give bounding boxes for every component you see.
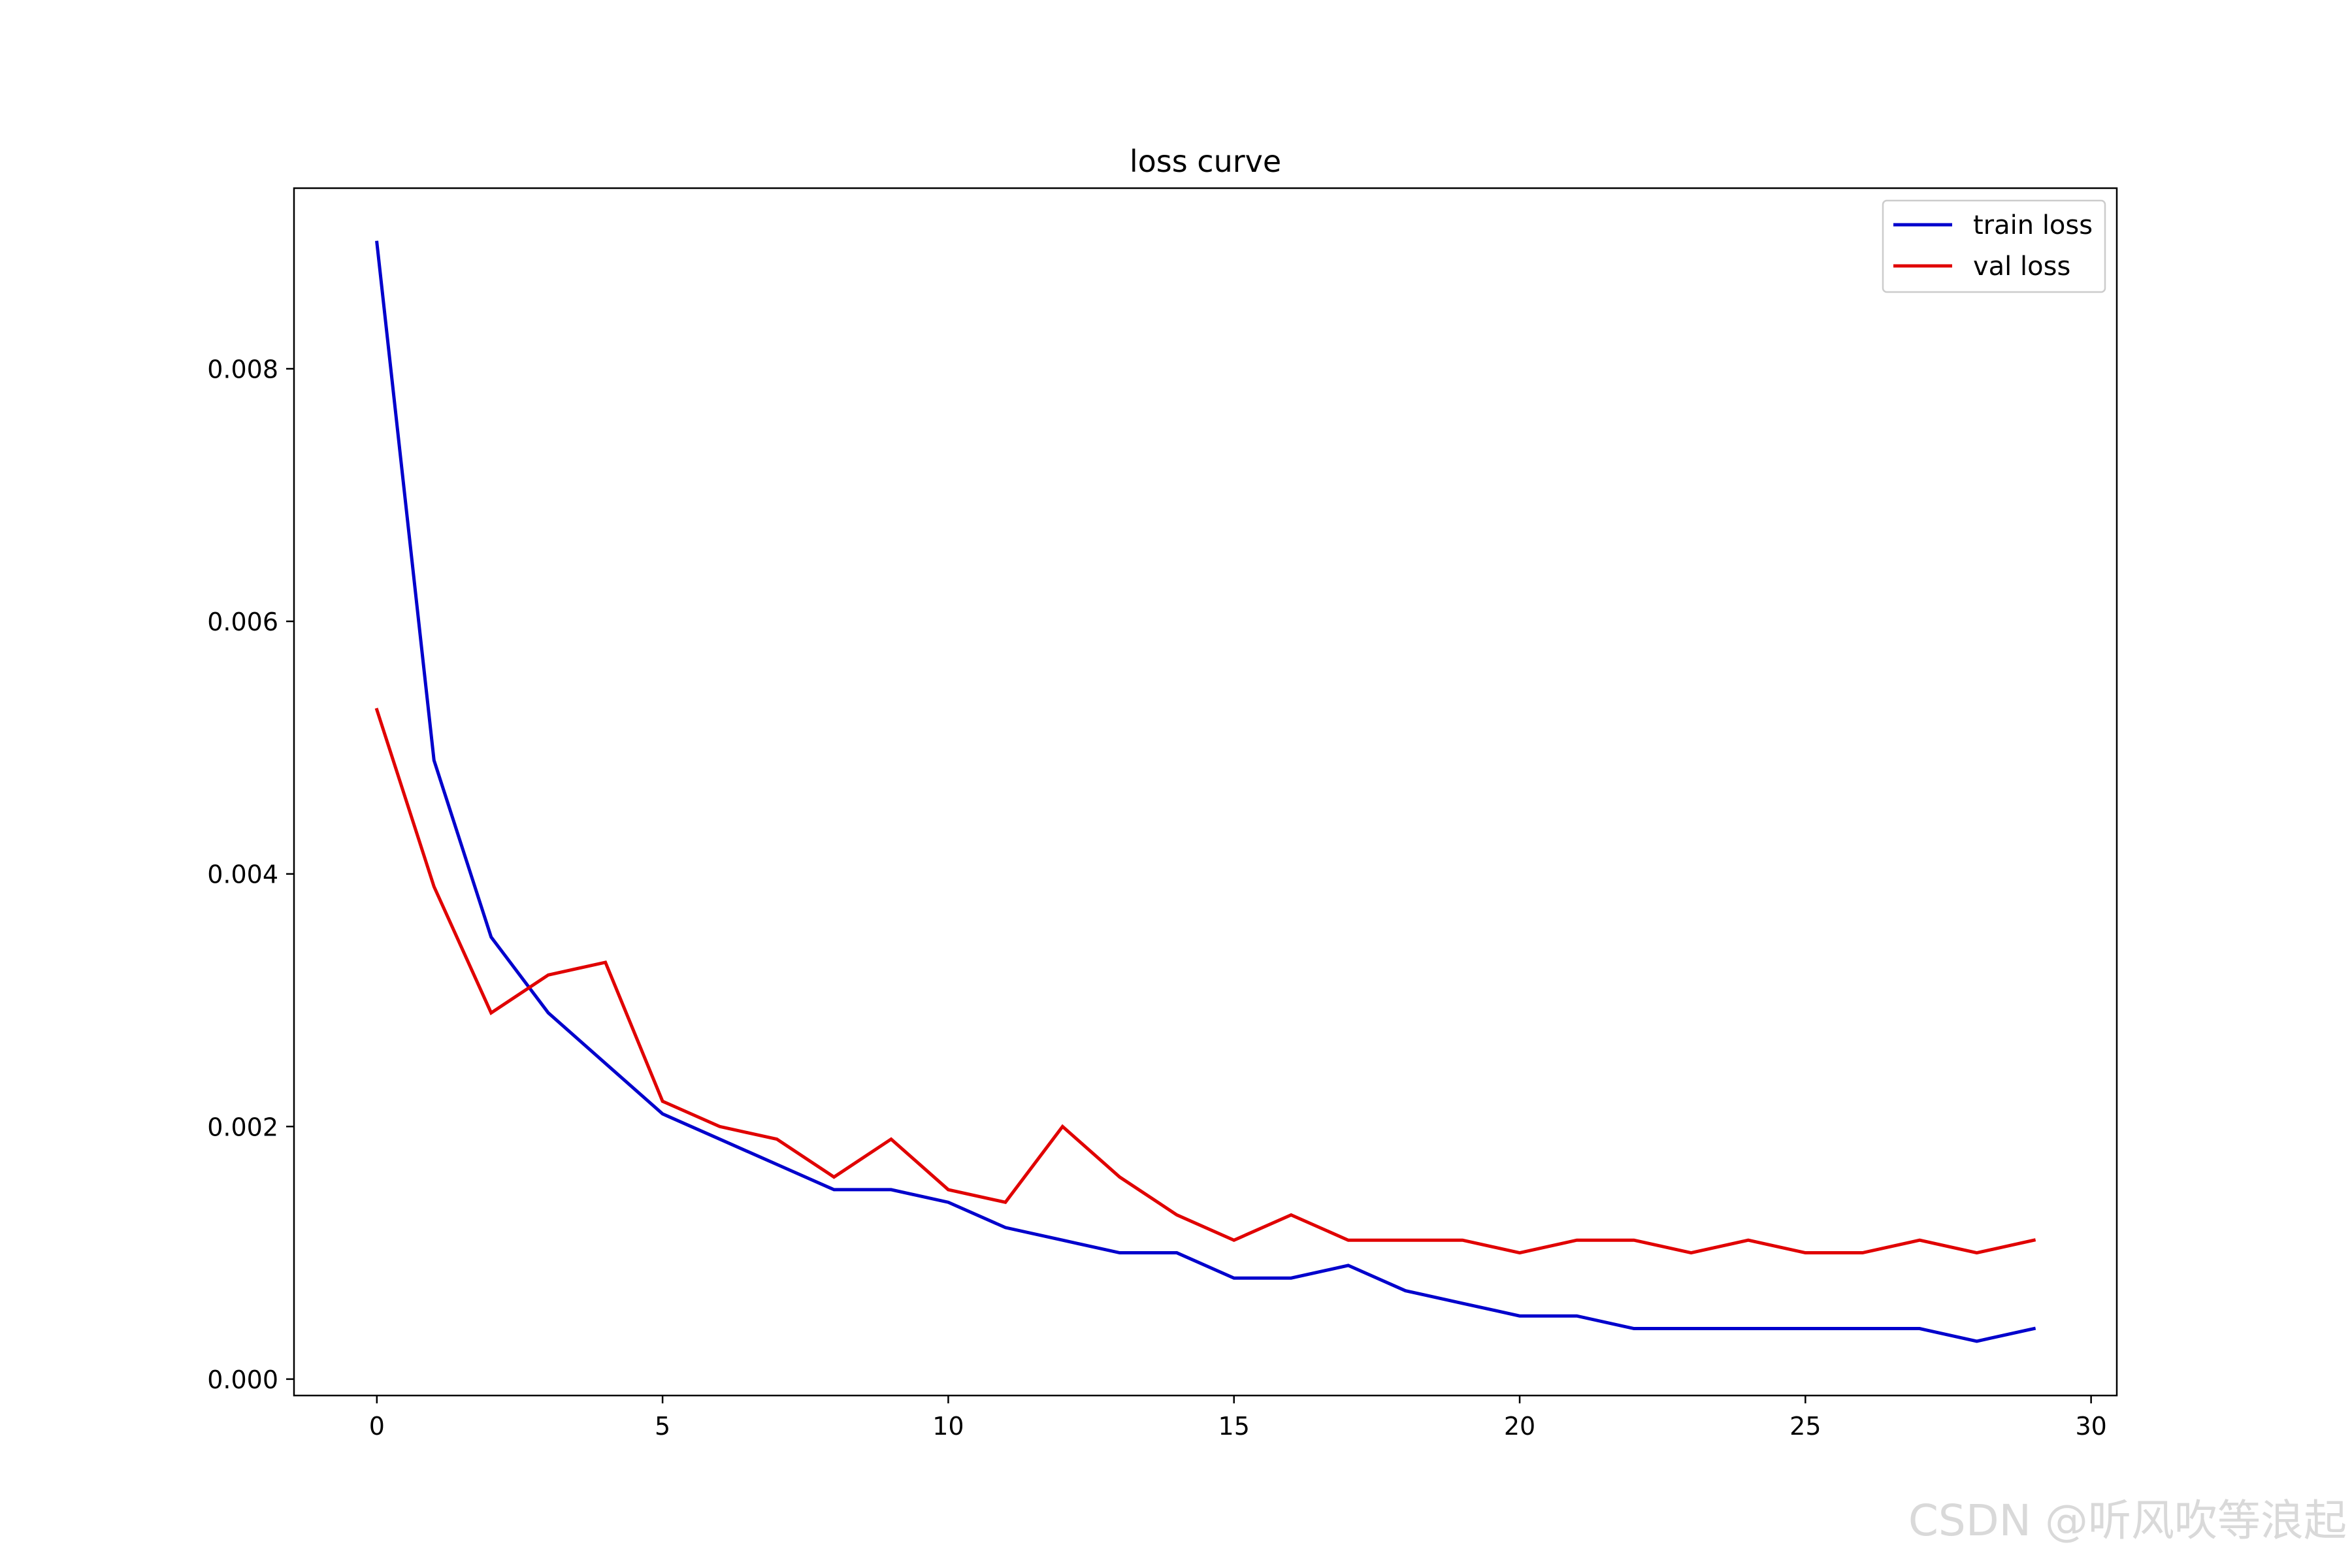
- x-tick-label: 15: [1218, 1412, 1250, 1441]
- chart-title: loss curve: [1130, 144, 1281, 179]
- watermark: CSDN @听风吹等浪起: [1908, 1495, 2347, 1546]
- y-tick-label: 0.000: [207, 1365, 278, 1394]
- x-tick-label: 10: [932, 1412, 964, 1441]
- y-tick-label: 0.006: [207, 608, 278, 636]
- legend-label: train loss: [1973, 210, 2093, 240]
- x-tick-label: 30: [2075, 1412, 2106, 1441]
- x-tick-label: 0: [369, 1412, 385, 1441]
- legend-label: val loss: [1973, 252, 2070, 282]
- series-line-val-loss: [374, 708, 2036, 1255]
- y-tick-label: 0.004: [207, 860, 278, 889]
- x-tick-label: 25: [1789, 1412, 1821, 1441]
- plot-frame: [293, 187, 2118, 1397]
- y-tick-label: 0.002: [207, 1113, 278, 1141]
- x-tick-label: 20: [1504, 1412, 1535, 1441]
- y-tick-label: 0.008: [207, 355, 278, 384]
- x-tick-label: 5: [655, 1412, 670, 1441]
- series-line-train-loss: [375, 240, 2036, 1343]
